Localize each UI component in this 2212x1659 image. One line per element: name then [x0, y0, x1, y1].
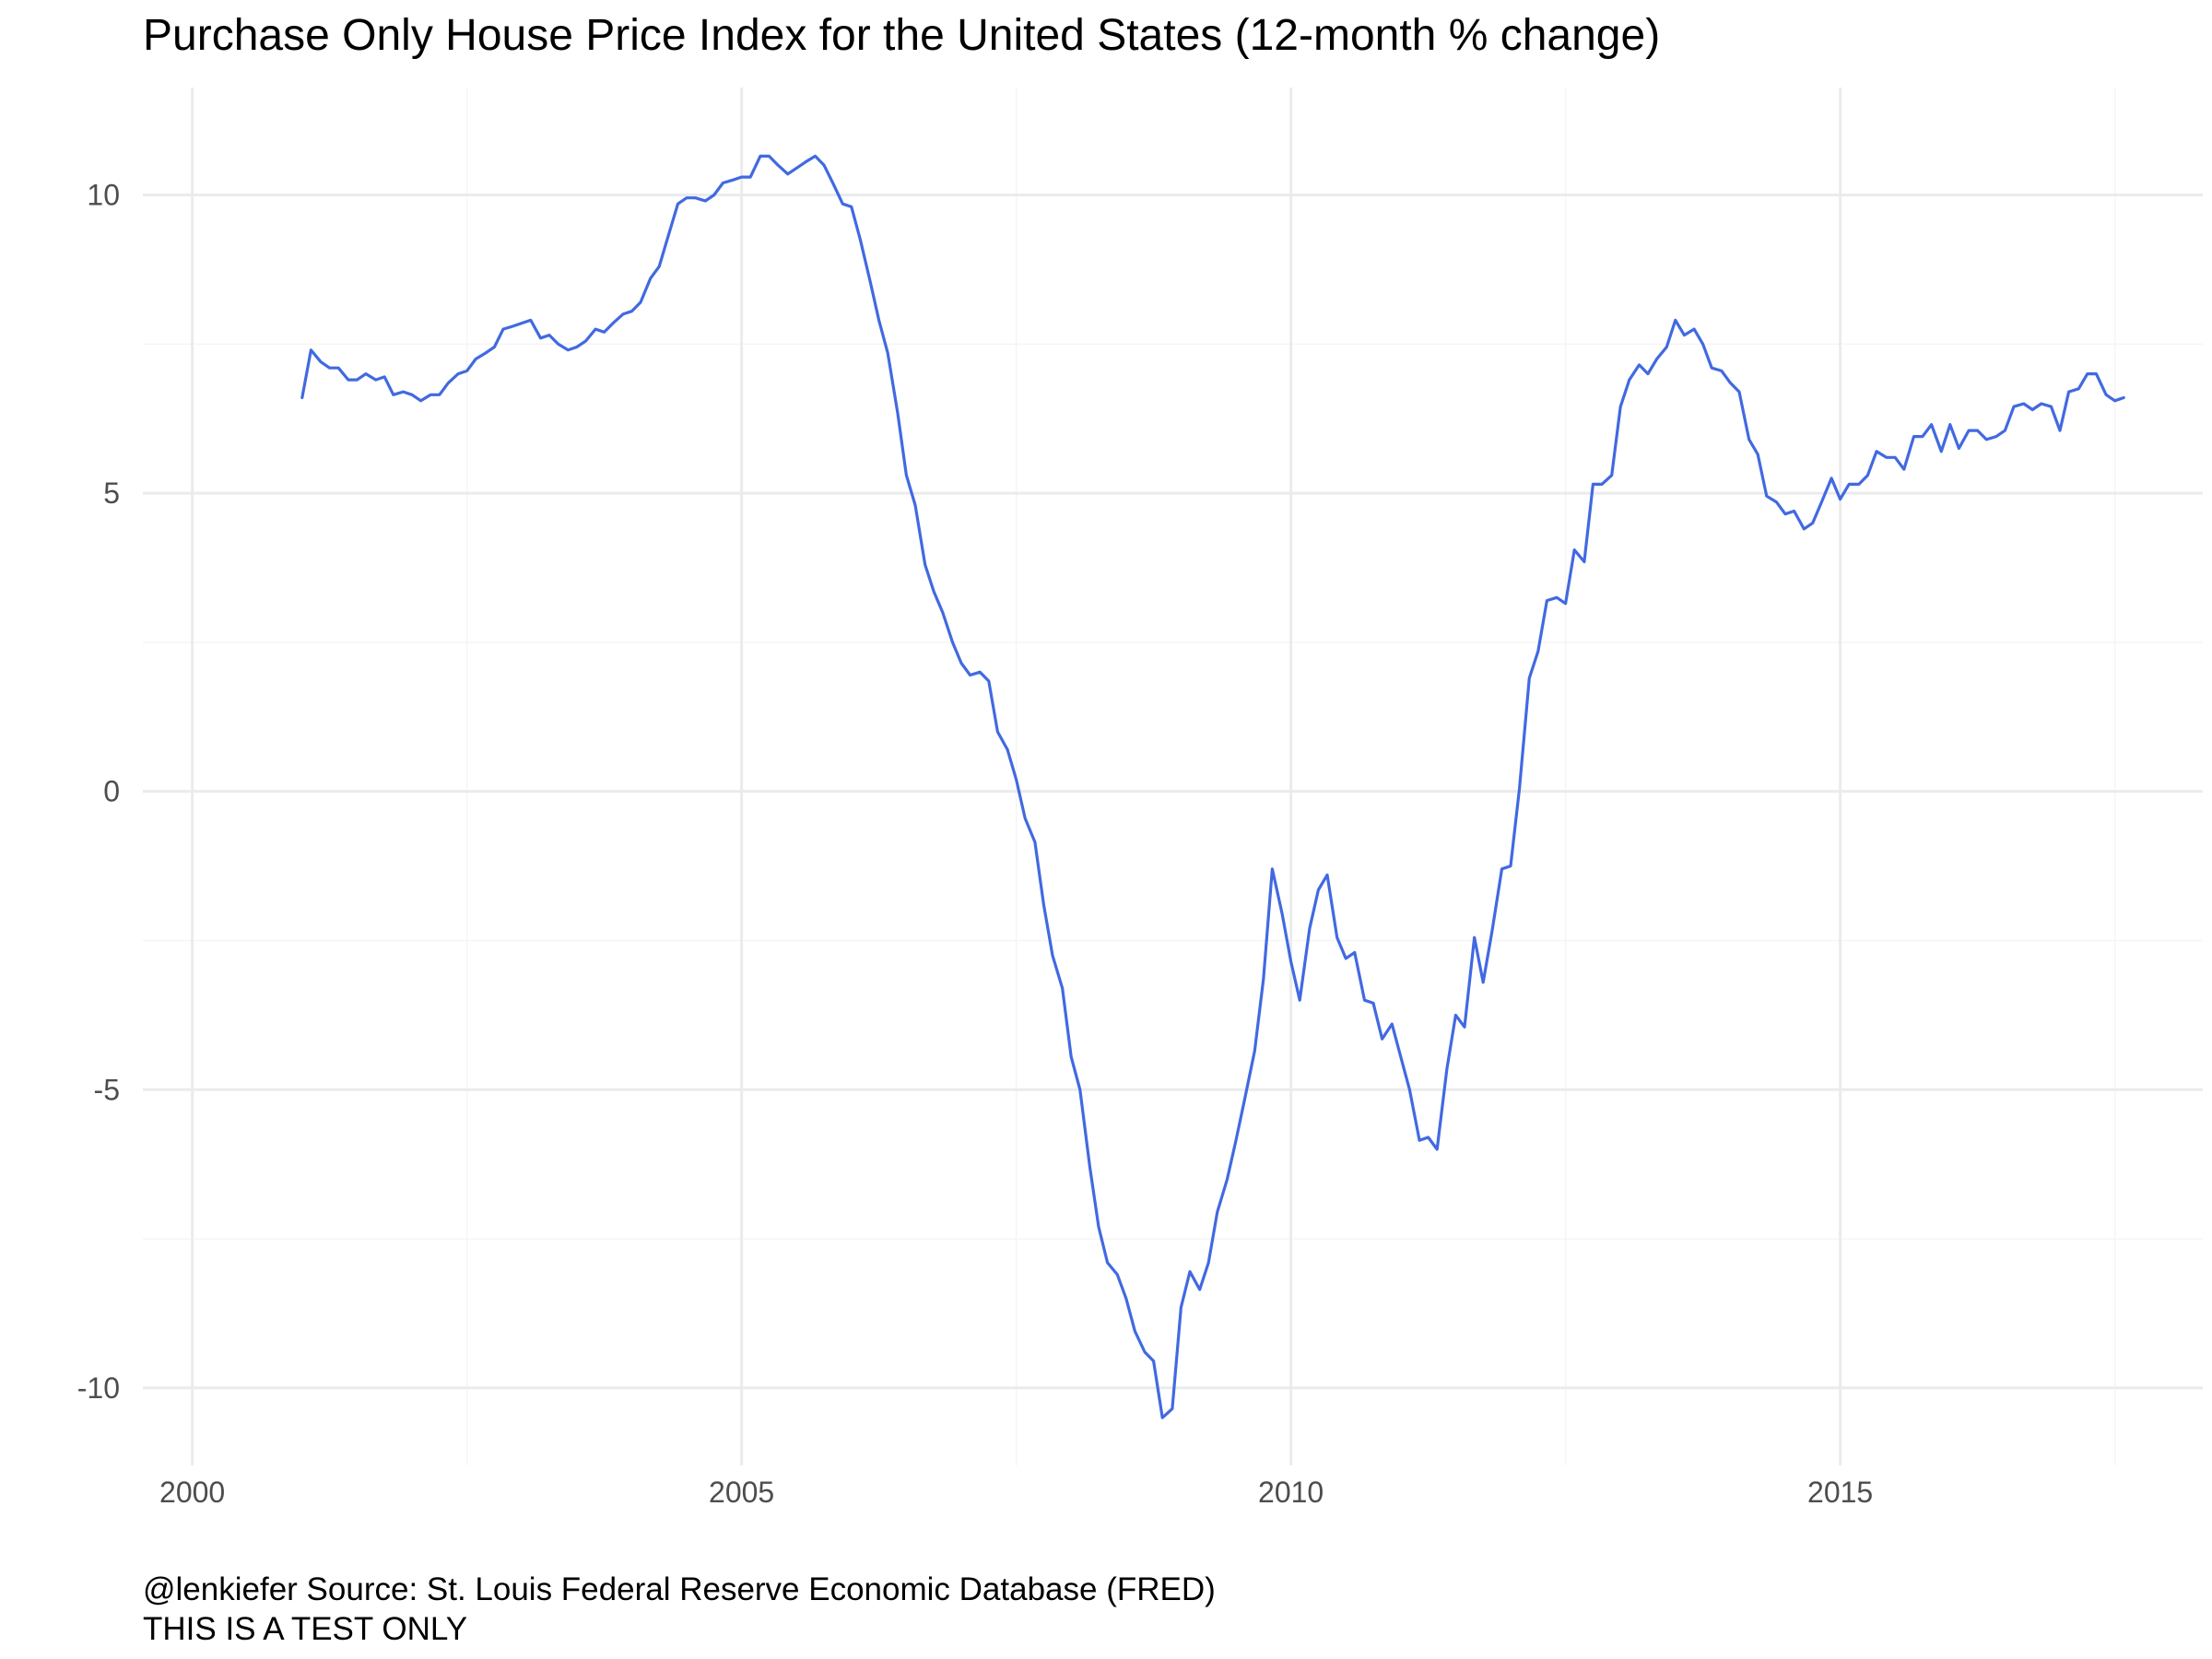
x-tick-label: 2005 — [709, 1476, 774, 1509]
major-gridlines — [143, 88, 2203, 1465]
chart-title: Purchase Only House Price Index for the … — [143, 11, 1661, 60]
x-tick-label: 2000 — [159, 1476, 225, 1509]
y-tick-label: 10 — [87, 178, 120, 211]
series-line — [300, 154, 2125, 1419]
y-tick-label: -5 — [94, 1073, 120, 1106]
y-tick-label: 0 — [103, 775, 120, 808]
caption-note: THIS IS A TEST ONLY — [143, 1611, 468, 1647]
caption-source: @lenkiefer Source: St. Louis Federal Res… — [143, 1571, 1216, 1607]
x-axis-tick-labels: 2000 2005 2010 2015 — [159, 1476, 1873, 1509]
minor-gridlines — [143, 88, 2203, 1465]
y-tick-label: 5 — [103, 477, 120, 510]
x-tick-label: 2010 — [1258, 1476, 1324, 1509]
y-axis-tick-labels: -10 -5 0 5 10 — [77, 178, 120, 1404]
y-tick-label: -10 — [77, 1371, 120, 1405]
x-tick-label: 2015 — [1807, 1476, 1873, 1509]
series-layer — [300, 154, 2125, 1419]
